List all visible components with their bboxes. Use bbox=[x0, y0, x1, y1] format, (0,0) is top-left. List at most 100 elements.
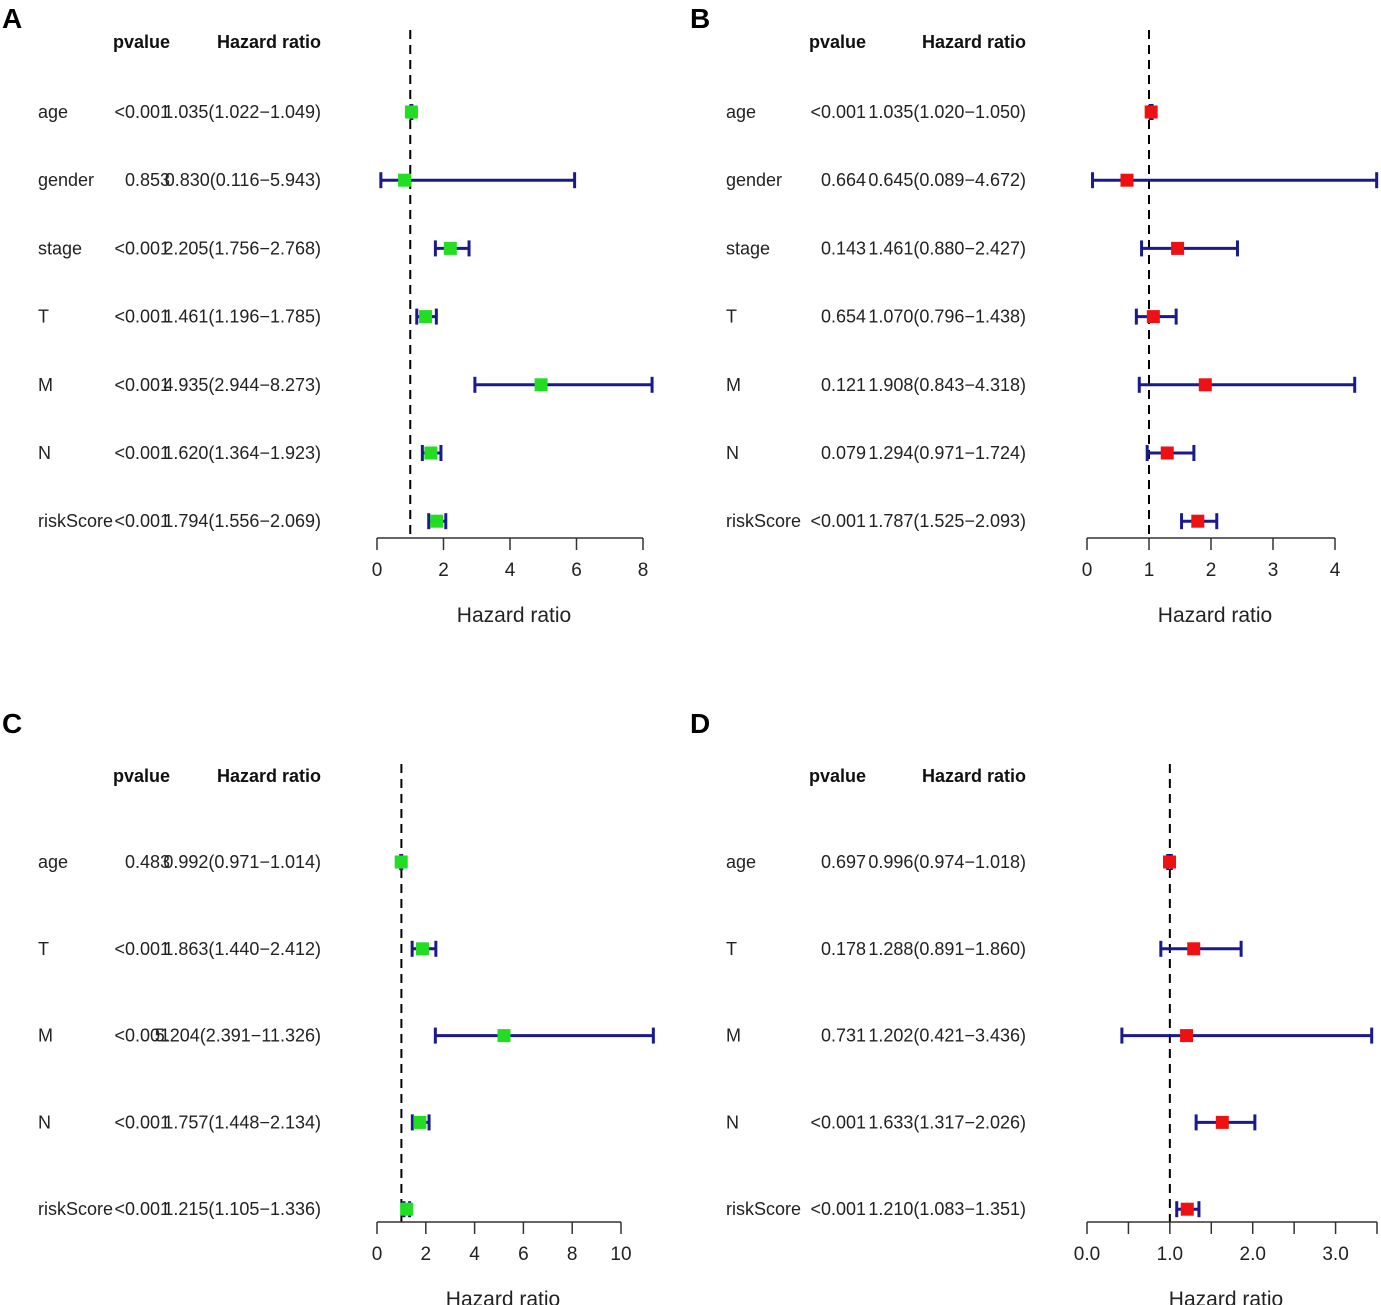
row-hazard-ratio-text: 1.070(0.796−1.438) bbox=[868, 307, 1026, 327]
row-pvalue: 0.483 bbox=[125, 852, 170, 872]
row-pvalue: <0.001 bbox=[114, 375, 170, 395]
row-label: N bbox=[726, 443, 739, 463]
x-axis-title: Hazard ratio bbox=[1158, 604, 1272, 627]
forest-row-stage: stage 0.143 1.461(0.880−2.427) bbox=[726, 238, 1239, 258]
x-axis-tick-label: 6 bbox=[571, 560, 582, 581]
row-label: T bbox=[38, 939, 49, 959]
x-axis-tick-label: 0 bbox=[372, 560, 383, 581]
row-label: riskScore bbox=[38, 1199, 113, 1219]
row-label: T bbox=[38, 307, 49, 327]
hazard-ratio-marker bbox=[413, 1115, 427, 1129]
row-hazard-ratio-text: 0.645(0.089−4.672) bbox=[868, 170, 1026, 190]
row-pvalue: <0.001 bbox=[114, 238, 170, 258]
row-label: riskScore bbox=[726, 511, 801, 531]
x-axis-tick-label: 0 bbox=[372, 1244, 383, 1265]
hazard-ratio-marker bbox=[1163, 855, 1177, 869]
x-axis-tick-label: 1.0 bbox=[1157, 1244, 1183, 1265]
x-axis-tick-label: 8 bbox=[638, 560, 649, 581]
x-axis-tick-label: 3.0 bbox=[1322, 1244, 1348, 1265]
row-label: N bbox=[726, 1112, 739, 1132]
pvalue-column-header: pvalue bbox=[113, 32, 170, 52]
hazard-ratio-marker bbox=[394, 855, 408, 869]
row-pvalue: <0.001 bbox=[114, 1112, 170, 1132]
row-hazard-ratio-text: 1.863(1.440−2.412) bbox=[163, 939, 321, 959]
row-pvalue: 0.178 bbox=[821, 939, 866, 959]
hazard-ratio-marker bbox=[404, 105, 418, 119]
x-axis-tick-label: 2.0 bbox=[1240, 1244, 1266, 1265]
hazard-ratio-marker bbox=[1180, 1029, 1194, 1043]
forest-row-m: M 0.121 1.908(0.843−4.318) bbox=[726, 375, 1357, 395]
row-pvalue: 0.121 bbox=[821, 375, 866, 395]
x-axis: 0 2 4 6 8 10 Hazard ratio bbox=[372, 1221, 632, 1305]
hazard-ratio-marker bbox=[415, 942, 429, 956]
hazard-ratio-marker bbox=[1198, 378, 1212, 392]
x-axis-tick-label: 0 bbox=[1082, 560, 1093, 581]
row-hazard-ratio-text: 1.633(1.317−2.026) bbox=[868, 1112, 1026, 1132]
x-axis-tick-label: 2 bbox=[438, 560, 449, 581]
row-label: riskScore bbox=[726, 1199, 801, 1219]
forest-row-riskscore: riskScore <0.001 1.210(1.083−1.351) bbox=[726, 1199, 1201, 1219]
forest-row-gender: gender 0.664 0.645(0.089−4.672) bbox=[726, 170, 1379, 190]
x-axis-tick-label: 0.0 bbox=[1074, 1244, 1100, 1265]
hazard-ratio-marker bbox=[1187, 942, 1201, 956]
row-pvalue: <0.001 bbox=[114, 1199, 170, 1219]
hazard-ratio-marker bbox=[1160, 446, 1174, 460]
x-axis-title: Hazard ratio bbox=[446, 1288, 560, 1305]
forest-row-m: M 0.731 1.202(0.421−3.436) bbox=[726, 1026, 1374, 1046]
hazard-ratio-marker bbox=[1120, 173, 1134, 187]
row-pvalue: <0.001 bbox=[114, 1026, 170, 1046]
row-label: gender bbox=[726, 170, 782, 190]
hazard-ratio-marker bbox=[419, 310, 433, 324]
hazard-ratio-column-header: Hazard ratio bbox=[217, 32, 321, 52]
x-axis-tick-label: 2 bbox=[421, 1244, 432, 1265]
x-axis-tick-label: 4 bbox=[469, 1244, 480, 1265]
x-axis-tick-label: 6 bbox=[518, 1244, 529, 1265]
row-pvalue: <0.001 bbox=[114, 102, 170, 122]
x-axis-tick-label: 1 bbox=[1144, 560, 1155, 581]
hazard-ratio-column-header: Hazard ratio bbox=[922, 32, 1026, 52]
hazard-ratio-marker bbox=[400, 1202, 414, 1216]
hazard-ratio-marker bbox=[1215, 1115, 1229, 1129]
row-hazard-ratio-text: 0.992(0.971−1.014) bbox=[163, 852, 321, 872]
x-axis-tick-label: 4 bbox=[505, 560, 516, 581]
row-hazard-ratio-text: 5.204(2.391−11.326) bbox=[155, 1026, 321, 1046]
forest-row-riskscore: riskScore <0.001 1.787(1.525−2.093) bbox=[726, 511, 1219, 531]
row-hazard-ratio-text: 1.294(0.971−1.724) bbox=[868, 443, 1026, 463]
hazard-ratio-marker bbox=[1144, 105, 1158, 119]
row-label: N bbox=[38, 1112, 51, 1132]
row-hazard-ratio-text: 1.035(1.022−1.049) bbox=[163, 102, 321, 122]
row-label: age bbox=[38, 852, 68, 872]
row-pvalue: 0.079 bbox=[821, 443, 866, 463]
hazard-ratio-marker bbox=[1191, 514, 1205, 528]
row-hazard-ratio-text: 1.215(1.105−1.336) bbox=[163, 1199, 321, 1219]
row-hazard-ratio-text: 2.205(1.756−2.768) bbox=[163, 238, 321, 258]
hazard-ratio-marker bbox=[398, 173, 412, 187]
forest-row-age: age <0.001 1.035(1.020−1.050) bbox=[726, 102, 1158, 122]
row-hazard-ratio-text: 1.620(1.364−1.923) bbox=[163, 443, 321, 463]
row-pvalue: <0.001 bbox=[810, 102, 866, 122]
x-axis-tick-label: 8 bbox=[567, 1244, 578, 1265]
hazard-ratio-marker bbox=[424, 446, 438, 460]
row-hazard-ratio-text: 0.996(0.974−1.018) bbox=[868, 852, 1026, 872]
forest-row-age: age 0.697 0.996(0.974−1.018) bbox=[726, 852, 1177, 872]
row-hazard-ratio-text: 1.787(1.525−2.093) bbox=[868, 511, 1026, 531]
row-label: stage bbox=[38, 238, 82, 258]
row-hazard-ratio-text: 1.288(0.891−1.860) bbox=[868, 939, 1026, 959]
row-hazard-ratio-text: 1.794(1.556−2.069) bbox=[163, 511, 321, 531]
panel-letter: D bbox=[690, 708, 710, 739]
row-label: T bbox=[726, 939, 737, 959]
x-axis-tick-label: 4 bbox=[1330, 560, 1341, 581]
pvalue-column-header: pvalue bbox=[113, 766, 170, 786]
